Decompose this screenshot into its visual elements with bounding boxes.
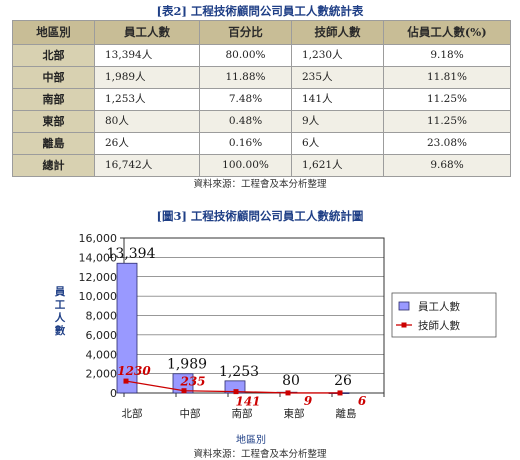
bar-value-label: 80 <box>282 373 300 389</box>
bar <box>116 262 138 394</box>
legend-swatch-bar <box>398 301 410 311</box>
row-engineer-ratio: 11.81% <box>383 66 511 89</box>
header-percent: 百分比 <box>199 20 292 45</box>
stats-table: 地區別 員工人數 百分比 技師人數 佔員工人數(%) 北部 13,394人 80… <box>12 20 511 177</box>
table-row-total: 總計 16,742人 100.00% 1,621人 9.68% <box>12 154 511 177</box>
y-axis-title: 員工人數 <box>54 286 66 337</box>
row-employees: 80人 <box>94 110 200 133</box>
row-employees: 13,394人 <box>94 44 200 67</box>
table-row: 離島 26人 0.16% 6人 23.08% <box>12 132 511 155</box>
row-percent: 0.48% <box>199 110 292 133</box>
table-row: 東部 80人 0.48% 9人 11.25% <box>12 110 511 133</box>
legend-label: 員工人數 <box>418 300 460 313</box>
bar-value-label: 13,394 <box>107 246 156 262</box>
row-engineer-ratio: 23.08% <box>383 132 511 155</box>
line-value-label: 9 <box>304 394 313 408</box>
header-employees: 員工人數 <box>94 20 200 45</box>
line-value-label: 1230 <box>117 364 151 378</box>
chart-title: [圖3] 工程技術顧問公司員工人數統計圖 <box>156 209 364 223</box>
bar-value-label: 1,253 <box>219 364 259 380</box>
line-point <box>123 378 129 384</box>
row-engineer-ratio: 11.25% <box>383 110 511 133</box>
x-tick-label: 南部 <box>232 407 253 420</box>
row-region: 中部 <box>12 66 95 89</box>
table-header-row: 地區別 員工人數 百分比 技師人數 佔員工人數(%) <box>12 20 511 45</box>
x-tick-label: 離島 <box>336 407 357 420</box>
x-tick-label: 東部 <box>284 407 305 420</box>
row-engineers: 1,621人 <box>291 154 384 177</box>
row-region: 總計 <box>12 154 95 177</box>
y-tick-label: 8,000 <box>86 310 118 323</box>
y-tick-label: 6,000 <box>86 329 118 342</box>
chart-source: 資料來源：工程會及本分析整理 <box>193 449 327 460</box>
row-engineers: 6人 <box>291 132 384 155</box>
line-point <box>285 390 291 396</box>
y-tick-label: 2,000 <box>86 368 118 381</box>
y-tick-label: 16,000 <box>79 232 118 245</box>
row-region: 東部 <box>12 110 95 133</box>
row-percent: 80.00% <box>199 44 292 67</box>
line-point <box>181 388 187 394</box>
row-percent: 0.16% <box>199 132 292 155</box>
legend-label: 技師人數 <box>418 319 460 332</box>
line-value-label: 6 <box>358 394 367 408</box>
table-source: 資料來源：工程會及本分析整理 <box>193 179 327 190</box>
y-tick-label: 0 <box>110 387 117 400</box>
row-engineers: 235人 <box>291 66 384 89</box>
bar-value-label: 26 <box>334 373 352 389</box>
y-tick-label: 10,000 <box>79 290 118 303</box>
row-region: 北部 <box>12 44 95 67</box>
bar-value-label: 1,989 <box>167 357 207 373</box>
row-employees: 1,253人 <box>94 88 200 111</box>
legend-box <box>391 292 497 338</box>
line-point <box>233 389 239 395</box>
row-percent: 7.48% <box>199 88 292 111</box>
y-tick-label: 14,000 <box>79 251 118 264</box>
row-percent: 100.00% <box>199 154 292 177</box>
x-tick-label: 北部 <box>122 407 143 420</box>
row-engineer-ratio: 9.68% <box>383 154 511 177</box>
line-value-label: 141 <box>235 395 260 409</box>
x-axis-title: 地區別 <box>236 435 266 446</box>
y-tick-label: 12,000 <box>79 271 118 284</box>
y-tick-label: 4,000 <box>86 348 118 361</box>
header-engineer-ratio: 佔員工人數(%) <box>383 20 511 45</box>
line-point <box>337 390 343 396</box>
legend-swatch-point <box>401 322 407 328</box>
table-row: 中部 1,989人 11.88% 235人 11.81% <box>12 66 511 89</box>
x-tick-label: 中部 <box>180 407 201 420</box>
table-title: [表2] 工程技術顧問公司員工人數統計表 <box>156 4 364 18</box>
row-employees: 1,989人 <box>94 66 200 89</box>
line-value-label: 235 <box>179 375 205 389</box>
